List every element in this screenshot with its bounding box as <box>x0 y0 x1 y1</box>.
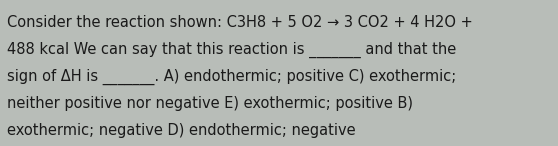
Text: exothermic; negative D) endothermic; negative: exothermic; negative D) endothermic; neg… <box>7 123 355 138</box>
Text: neither positive nor negative E) exothermic; positive B): neither positive nor negative E) exother… <box>7 96 413 111</box>
Text: sign of ΔH is _______. A) endothermic; positive C) exothermic;: sign of ΔH is _______. A) endothermic; p… <box>7 69 456 85</box>
Text: 488 kcal We can say that this reaction is _______ and that the: 488 kcal We can say that this reaction i… <box>7 42 456 58</box>
Text: Consider the reaction shown: C3H8 + 5 O2 → 3 CO2 + 4 H2O +: Consider the reaction shown: C3H8 + 5 O2… <box>7 15 473 30</box>
